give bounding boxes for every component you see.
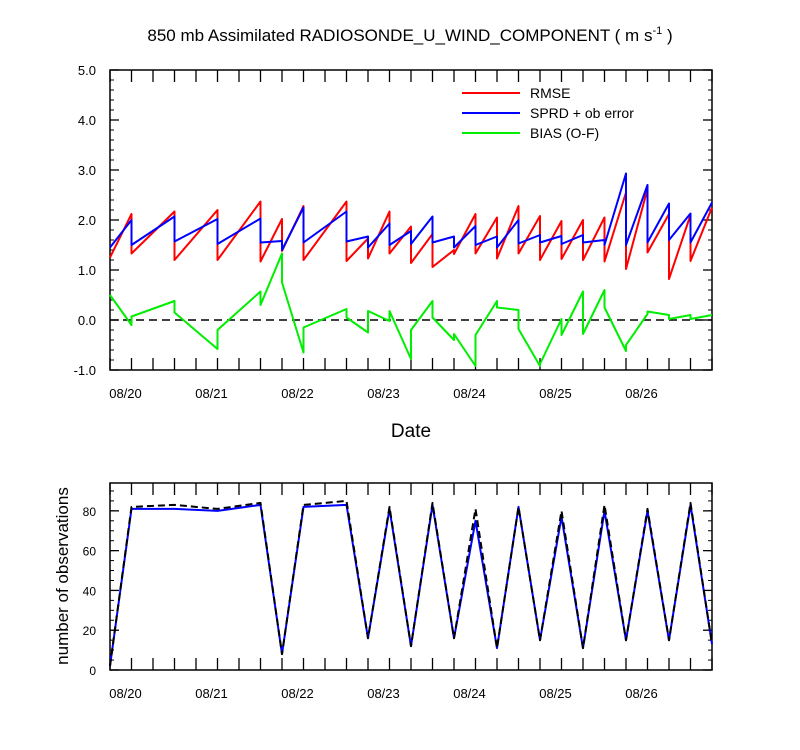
y-axis-label: number of observations <box>53 487 72 665</box>
series-sprd-ob-error-line <box>109 172 713 251</box>
legend: RMSE SPRD + ob error BIAS (O-F) <box>462 85 634 141</box>
y-tick-label: 60 <box>83 545 97 559</box>
top-y-axis: 5.0 4.0 3.0 2.0 1.0 0.0 -1.0 <box>74 63 712 378</box>
x-tick-label: 08/25 <box>539 686 572 701</box>
series-bias-o-f-line <box>109 252 713 367</box>
y-tick-label: 4.0 <box>78 113 96 128</box>
bottom-x-axis: 08/20 08/21 08/22 08/23 08/24 08/25 08/26 <box>109 483 713 701</box>
x-tick-label: 08/20 <box>109 686 142 701</box>
y-tick-label: -1.0 <box>74 363 96 378</box>
x-tick-label: 08/22 <box>281 386 314 401</box>
legend-label: BIAS (O-F) <box>530 125 599 141</box>
y-tick-label: 3.0 <box>78 163 96 178</box>
x-tick-label: 08/24 <box>453 386 486 401</box>
y-tick-label: 20 <box>83 624 97 638</box>
x-tick-label: 08/26 <box>625 386 658 401</box>
x-tick-label: 08/26 <box>625 686 658 701</box>
top-x-axis: 08/20 08/21 08/22 08/23 08/24 08/25 08/26 <box>109 70 713 401</box>
x-axis-label: Date <box>391 421 431 442</box>
y-tick-label: 40 <box>83 584 97 598</box>
x-tick-label: 08/24 <box>453 686 486 701</box>
legend-label: SPRD + ob error <box>530 105 634 121</box>
top-series <box>109 172 713 367</box>
y-tick-label: 1.0 <box>78 263 96 278</box>
bottom-series <box>109 499 713 667</box>
chart-title: 850 mb Assimilated RADIOSONDE_U_WIND_COM… <box>147 25 672 45</box>
bias-rmse-plot: 5.04.03.02.01.00.0-1.0 08/20 08/21 08/22 08… <box>74 63 713 401</box>
observations-plot: 80 60 40 20 0 08/20 08/21 08/22 08/23 08/24 08/25… <box>83 482 713 701</box>
legend-label: RMSE <box>530 85 570 101</box>
y-tick-label: 5.0 <box>78 63 96 78</box>
y-tick-label: 80 <box>83 505 97 519</box>
x-tick-label: 08/21 <box>195 686 228 701</box>
y-tick-label: 0.0 <box>78 313 96 328</box>
x-tick-label: 08/23 <box>367 386 400 401</box>
y-tick-label: 2.0 <box>78 213 96 228</box>
series-possible-line <box>109 499 713 667</box>
x-tick-label: 08/23 <box>367 686 400 701</box>
x-tick-label: 08/25 <box>539 386 572 401</box>
x-tick-label: 08/22 <box>281 686 314 701</box>
bottom-y-axis: 80 60 40 20 0 <box>83 490 712 678</box>
x-tick-label: 08/20 <box>109 386 142 401</box>
y-tick-label: 0 <box>89 664 96 678</box>
x-tick-label: 08/21 <box>195 386 228 401</box>
